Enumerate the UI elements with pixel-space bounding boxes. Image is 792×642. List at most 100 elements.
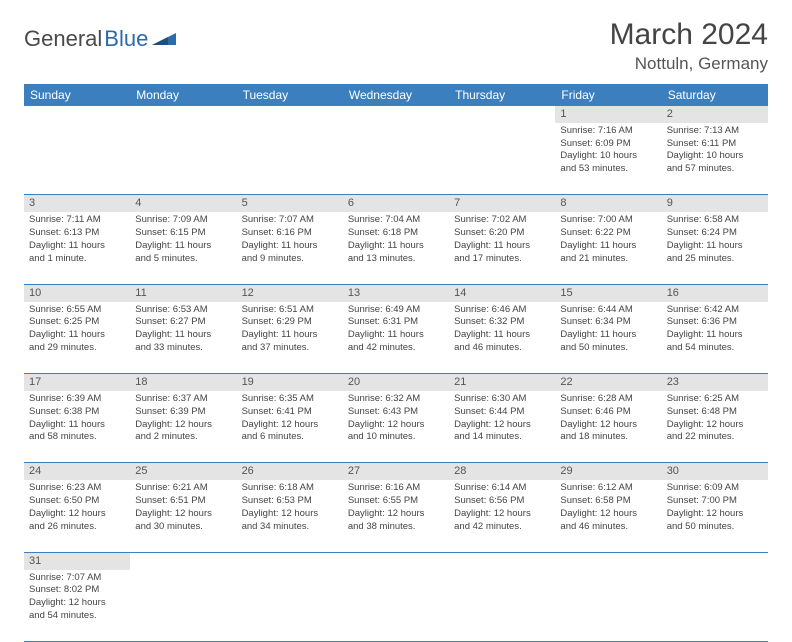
day-number-cell: 16 — [662, 284, 768, 301]
day-line: Sunset: 6:39 PM — [135, 406, 231, 419]
day-line: Daylight: 11 hours — [348, 329, 444, 342]
day-number-row: 10111213141516 — [24, 284, 768, 301]
day-cell — [662, 570, 768, 642]
day-line: Sunset: 6:29 PM — [242, 316, 338, 329]
day-line: Sunset: 6:56 PM — [454, 495, 550, 508]
weekday-header: Friday — [555, 84, 661, 106]
day-line: Sunset: 6:58 PM — [560, 495, 656, 508]
day-cell: Sunrise: 6:46 AMSunset: 6:32 PMDaylight:… — [449, 302, 555, 374]
day-number-cell: 15 — [555, 284, 661, 301]
day-line: Daylight: 12 hours — [242, 508, 338, 521]
day-cell: Sunrise: 7:09 AMSunset: 6:15 PMDaylight:… — [130, 212, 236, 284]
day-line: and 1 minute. — [29, 253, 125, 266]
day-number-cell: 3 — [24, 195, 130, 212]
day-number-cell: 26 — [237, 463, 343, 480]
day-cell: Sunrise: 6:42 AMSunset: 6:36 PMDaylight:… — [662, 302, 768, 374]
day-line: and 14 minutes. — [454, 431, 550, 444]
day-number-cell: 17 — [24, 374, 130, 391]
day-line: Sunrise: 7:02 AM — [454, 214, 550, 227]
day-number-cell: 8 — [555, 195, 661, 212]
day-line: Sunrise: 7:09 AM — [135, 214, 231, 227]
day-number-cell: 28 — [449, 463, 555, 480]
day-line: Sunrise: 6:09 AM — [667, 482, 763, 495]
day-line: Daylight: 12 hours — [454, 419, 550, 432]
day-line: Daylight: 12 hours — [667, 508, 763, 521]
day-line: and 38 minutes. — [348, 521, 444, 534]
day-line: Sunset: 6:50 PM — [29, 495, 125, 508]
day-cell: Sunrise: 7:13 AMSunset: 6:11 PMDaylight:… — [662, 123, 768, 195]
day-line: Sunrise: 6:30 AM — [454, 393, 550, 406]
day-cell — [555, 570, 661, 642]
day-line: and 13 minutes. — [348, 253, 444, 266]
day-number-cell: 23 — [662, 374, 768, 391]
day-number-cell: 21 — [449, 374, 555, 391]
day-cell: Sunrise: 6:32 AMSunset: 6:43 PMDaylight:… — [343, 391, 449, 463]
day-line: Sunset: 6:34 PM — [560, 316, 656, 329]
day-line: Daylight: 11 hours — [667, 240, 763, 253]
day-line: and 21 minutes. — [560, 253, 656, 266]
day-line: Daylight: 12 hours — [348, 508, 444, 521]
day-line: Daylight: 12 hours — [29, 597, 125, 610]
day-line: Sunset: 8:02 PM — [29, 584, 125, 597]
day-line: Sunrise: 6:28 AM — [560, 393, 656, 406]
day-line: and 46 minutes. — [454, 342, 550, 355]
day-cell: Sunrise: 6:49 AMSunset: 6:31 PMDaylight:… — [343, 302, 449, 374]
day-line: Sunrise: 7:00 AM — [560, 214, 656, 227]
day-cell: Sunrise: 6:55 AMSunset: 6:25 PMDaylight:… — [24, 302, 130, 374]
day-line: Daylight: 11 hours — [454, 240, 550, 253]
day-line: Sunrise: 6:32 AM — [348, 393, 444, 406]
day-cell — [130, 123, 236, 195]
day-line: Sunrise: 7:11 AM — [29, 214, 125, 227]
day-line: and 2 minutes. — [135, 431, 231, 444]
day-line: Daylight: 12 hours — [348, 419, 444, 432]
day-line: Sunset: 6:16 PM — [242, 227, 338, 240]
day-number-cell: 13 — [343, 284, 449, 301]
day-number-cell: 11 — [130, 284, 236, 301]
day-line: Sunset: 6:13 PM — [29, 227, 125, 240]
day-cell — [24, 123, 130, 195]
day-line: and 25 minutes. — [667, 253, 763, 266]
day-line: Sunrise: 6:35 AM — [242, 393, 338, 406]
day-line: Sunrise: 6:37 AM — [135, 393, 231, 406]
day-cell — [343, 570, 449, 642]
day-line: Sunrise: 6:16 AM — [348, 482, 444, 495]
day-number-cell — [130, 552, 236, 569]
day-number-cell — [130, 106, 236, 123]
day-line: Sunrise: 7:07 AM — [242, 214, 338, 227]
day-line: Sunrise: 7:04 AM — [348, 214, 444, 227]
day-line: Sunrise: 6:25 AM — [667, 393, 763, 406]
day-line: Sunset: 6:20 PM — [454, 227, 550, 240]
day-line: and 34 minutes. — [242, 521, 338, 534]
day-line: Sunset: 6:53 PM — [242, 495, 338, 508]
day-content-row: Sunrise: 6:39 AMSunset: 6:38 PMDaylight:… — [24, 391, 768, 463]
day-line: and 10 minutes. — [348, 431, 444, 444]
day-cell — [130, 570, 236, 642]
day-cell: Sunrise: 6:18 AMSunset: 6:53 PMDaylight:… — [237, 480, 343, 552]
day-cell: Sunrise: 6:51 AMSunset: 6:29 PMDaylight:… — [237, 302, 343, 374]
day-number-cell — [449, 106, 555, 123]
day-number-cell: 27 — [343, 463, 449, 480]
day-number-cell: 12 — [237, 284, 343, 301]
day-content-row: Sunrise: 6:55 AMSunset: 6:25 PMDaylight:… — [24, 302, 768, 374]
day-line: Sunset: 6:51 PM — [135, 495, 231, 508]
day-line: Sunrise: 6:49 AM — [348, 304, 444, 317]
day-cell: Sunrise: 7:16 AMSunset: 6:09 PMDaylight:… — [555, 123, 661, 195]
day-line: and 57 minutes. — [667, 163, 763, 176]
location: Nottuln, Germany — [610, 54, 768, 74]
title-block: March 2024 Nottuln, Germany — [610, 18, 768, 74]
day-number-cell: 24 — [24, 463, 130, 480]
day-line: Sunset: 6:11 PM — [667, 138, 763, 151]
day-number-cell: 6 — [343, 195, 449, 212]
brand-part1: General — [24, 26, 102, 52]
weekday-header: Wednesday — [343, 84, 449, 106]
weekday-header: Thursday — [449, 84, 555, 106]
weekday-header-row: SundayMondayTuesdayWednesdayThursdayFrid… — [24, 84, 768, 106]
day-line: Daylight: 12 hours — [242, 419, 338, 432]
weekday-header: Tuesday — [237, 84, 343, 106]
day-cell: Sunrise: 6:25 AMSunset: 6:48 PMDaylight:… — [662, 391, 768, 463]
day-number-cell — [24, 106, 130, 123]
day-content-row: Sunrise: 7:07 AMSunset: 8:02 PMDaylight:… — [24, 570, 768, 642]
day-line: Sunset: 6:18 PM — [348, 227, 444, 240]
day-line: Sunset: 6:38 PM — [29, 406, 125, 419]
day-cell: Sunrise: 7:07 AMSunset: 8:02 PMDaylight:… — [24, 570, 130, 642]
